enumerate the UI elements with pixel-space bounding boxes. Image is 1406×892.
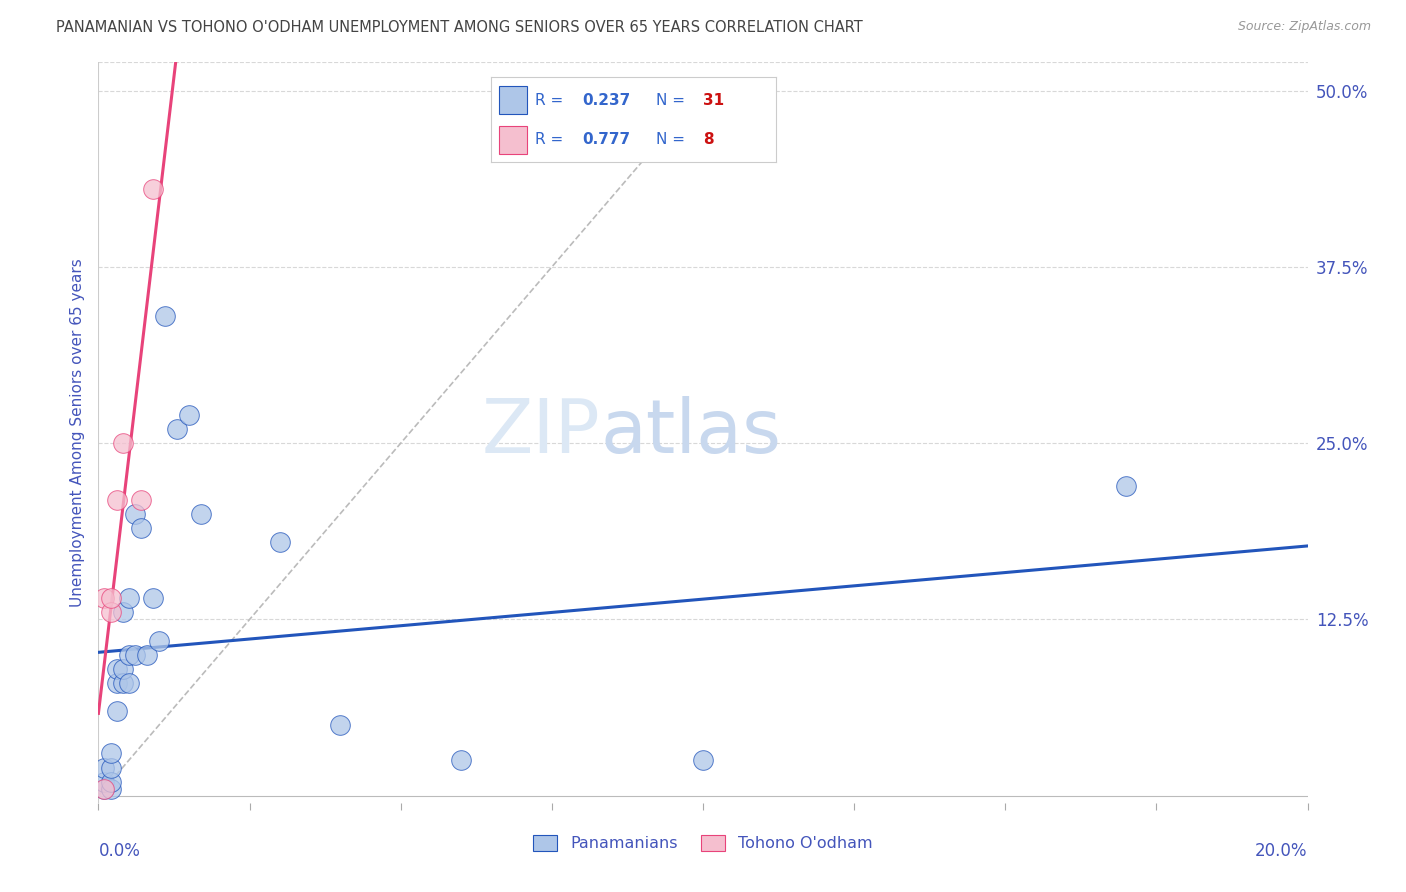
Point <box>118 676 141 690</box>
Point <box>129 521 152 535</box>
Point <box>93 591 115 606</box>
Point <box>100 591 122 606</box>
Legend: Panamanians, Tohono O'odham: Panamanians, Tohono O'odham <box>527 829 879 858</box>
Text: 0.0%: 0.0% <box>98 842 141 860</box>
Point <box>124 507 146 521</box>
Point <box>135 648 157 662</box>
Point <box>100 606 122 620</box>
Point <box>269 535 291 549</box>
Point <box>100 774 122 789</box>
Point <box>118 591 141 606</box>
Point <box>142 591 165 606</box>
Point <box>329 718 352 732</box>
Point <box>93 774 115 789</box>
Point <box>166 422 188 436</box>
Text: Source: ZipAtlas.com: Source: ZipAtlas.com <box>1237 20 1371 33</box>
Point <box>142 182 165 196</box>
Point <box>111 676 134 690</box>
Point <box>179 408 201 422</box>
Text: 20.0%: 20.0% <box>1256 842 1308 860</box>
Text: PANAMANIAN VS TOHONO O'ODHAM UNEMPLOYMENT AMONG SENIORS OVER 65 YEARS CORRELATIO: PANAMANIAN VS TOHONO O'ODHAM UNEMPLOYMEN… <box>56 20 863 35</box>
Point <box>124 648 146 662</box>
Point <box>100 781 122 796</box>
Point <box>450 754 472 768</box>
Point <box>692 754 714 768</box>
Point <box>93 781 115 796</box>
Point <box>129 492 152 507</box>
Point <box>105 662 128 676</box>
Point <box>190 507 212 521</box>
Text: atlas: atlas <box>600 396 782 469</box>
Point <box>111 436 134 450</box>
Point <box>105 704 128 718</box>
Y-axis label: Unemployment Among Seniors over 65 years: Unemployment Among Seniors over 65 years <box>69 259 84 607</box>
Point <box>100 760 122 774</box>
Point <box>105 676 128 690</box>
Point <box>100 747 122 761</box>
Point <box>118 648 141 662</box>
Point <box>93 781 115 796</box>
Point <box>105 492 128 507</box>
Point <box>111 606 134 620</box>
Point <box>148 633 170 648</box>
Point <box>153 310 176 324</box>
Text: ZIP: ZIP <box>481 396 600 469</box>
Point <box>1115 478 1137 492</box>
Point <box>93 760 115 774</box>
Point <box>111 662 134 676</box>
